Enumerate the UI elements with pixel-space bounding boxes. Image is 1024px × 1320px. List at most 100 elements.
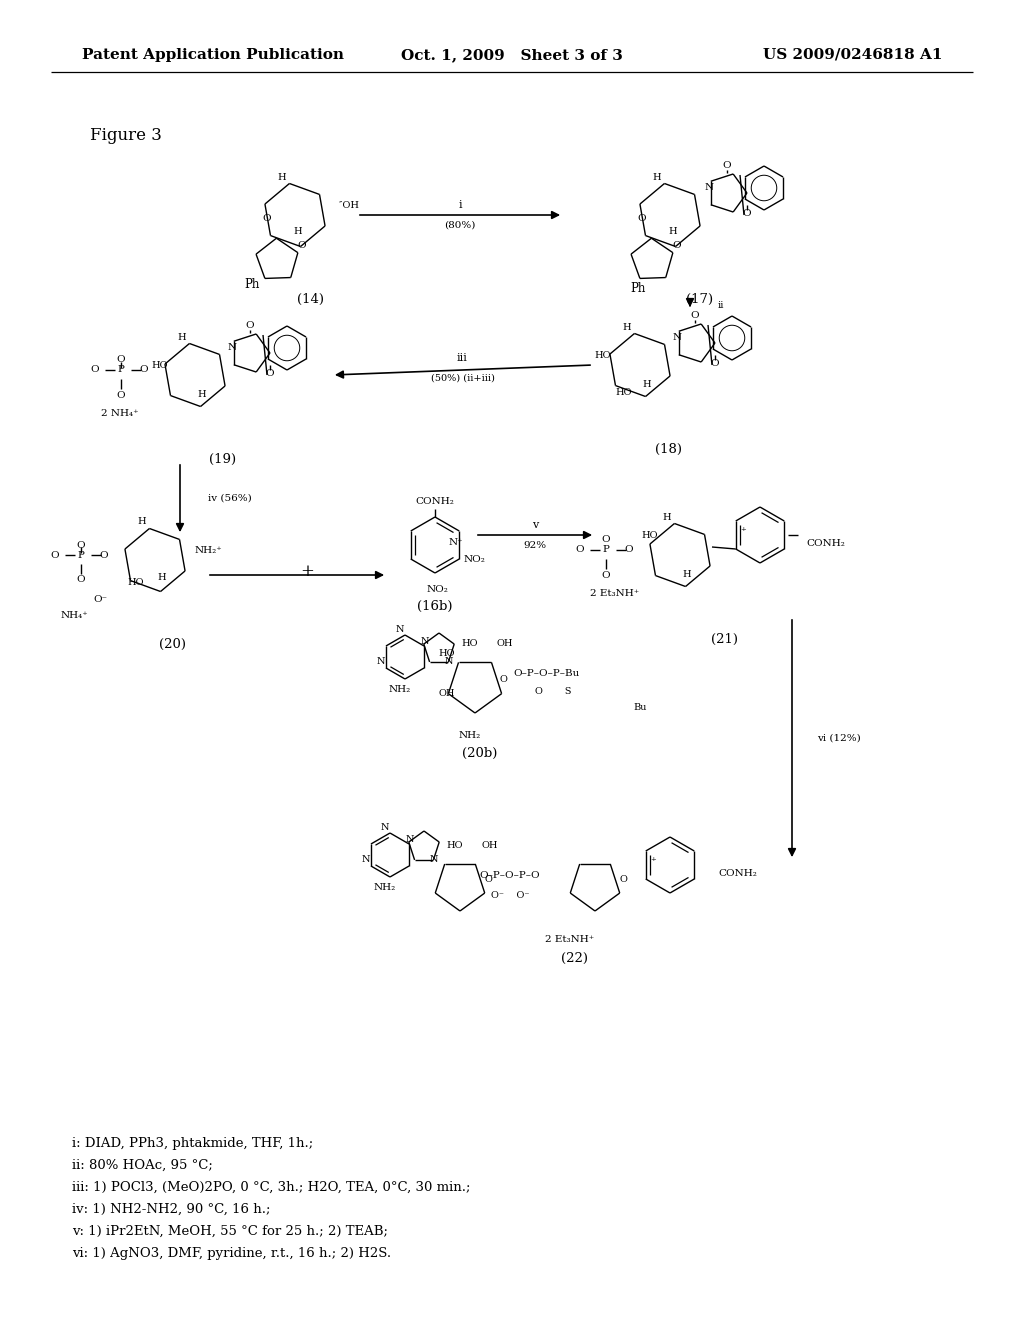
Text: O: O — [690, 312, 699, 321]
Text: N: N — [381, 822, 389, 832]
Text: v: v — [531, 520, 539, 531]
Text: H: H — [653, 173, 662, 181]
Text: O: O — [484, 875, 492, 884]
Text: O: O — [723, 161, 731, 170]
Text: N: N — [377, 656, 385, 665]
Text: (50%) (ii+iii): (50%) (ii+iii) — [430, 374, 495, 383]
Text: (16b): (16b) — [417, 599, 453, 612]
Text: O: O — [262, 214, 270, 223]
Text: (18): (18) — [654, 442, 682, 455]
Text: N: N — [444, 657, 454, 667]
Text: ⁺: ⁺ — [740, 527, 746, 537]
Text: i: i — [458, 201, 462, 210]
Text: (17): (17) — [686, 293, 714, 305]
Text: (14): (14) — [297, 293, 324, 305]
Text: HO: HO — [128, 578, 144, 587]
Text: O–P–O–P–O: O–P–O–P–O — [479, 870, 541, 879]
Text: 92%: 92% — [523, 540, 547, 549]
Text: (20): (20) — [160, 638, 186, 651]
Text: (20b): (20b) — [462, 747, 498, 759]
Text: N: N — [705, 183, 714, 193]
Text: P: P — [602, 545, 609, 554]
Text: O: O — [117, 391, 125, 400]
Text: H: H — [178, 333, 186, 342]
Text: O: O — [50, 550, 59, 560]
Text: NH₄⁺: NH₄⁺ — [61, 610, 89, 619]
Text: HO: HO — [595, 351, 611, 360]
Text: ′′OH: ′′OH — [339, 201, 360, 210]
Text: N: N — [395, 624, 404, 634]
Text: O: O — [77, 576, 85, 585]
Text: HO: HO — [641, 531, 657, 540]
Text: O       S: O S — [535, 686, 571, 696]
Text: Oct. 1, 2009   Sheet 3 of 3: Oct. 1, 2009 Sheet 3 of 3 — [401, 48, 623, 62]
Text: H: H — [682, 570, 691, 578]
Text: O: O — [91, 366, 99, 375]
Text: O: O — [637, 214, 645, 223]
Text: Ph: Ph — [244, 277, 259, 290]
Text: O: O — [620, 875, 627, 884]
Text: H: H — [623, 322, 632, 331]
Text: H: H — [663, 512, 672, 521]
Text: O: O — [742, 209, 752, 218]
Text: H: H — [294, 227, 302, 235]
Text: (22): (22) — [561, 952, 589, 965]
Text: ii: ii — [718, 301, 725, 310]
Text: Ph: Ph — [631, 282, 646, 296]
Text: O: O — [265, 368, 274, 378]
Text: ii: 80% HOAc, 95 °C;: ii: 80% HOAc, 95 °C; — [72, 1159, 213, 1172]
Text: NH₂⁺: NH₂⁺ — [195, 546, 223, 554]
Text: P: P — [118, 366, 125, 375]
Text: iv: 1) NH2-NH2, 90 °C, 16 h.;: iv: 1) NH2-NH2, 90 °C, 16 h.; — [72, 1203, 270, 1216]
Text: O: O — [246, 322, 254, 330]
Text: 2 NH₄⁺: 2 NH₄⁺ — [101, 408, 138, 417]
Text: N⁺: N⁺ — [449, 537, 464, 546]
Text: N: N — [421, 638, 429, 647]
Text: NH₂: NH₂ — [389, 685, 411, 693]
Text: vi (12%): vi (12%) — [817, 734, 861, 743]
Text: O: O — [99, 550, 108, 560]
Text: CONH₂: CONH₂ — [416, 496, 455, 506]
Text: iii: 1) POCl3, (MeO)2PO, 0 °C, 3h.; H2O, TEA, 0°C, 30 min.;: iii: 1) POCl3, (MeO)2PO, 0 °C, 3h.; H2O,… — [72, 1180, 470, 1193]
Text: H: H — [157, 573, 166, 582]
Text: O⁻: O⁻ — [94, 595, 108, 605]
Text: O: O — [139, 366, 148, 375]
Text: i: DIAD, PPh3, phtakmide, THF, 1h.;: i: DIAD, PPh3, phtakmide, THF, 1h.; — [72, 1137, 313, 1150]
Text: vi: 1) AgNO3, DMF, pyridine, r.t., 16 h.; 2) H2S.: vi: 1) AgNO3, DMF, pyridine, r.t., 16 h.… — [72, 1246, 391, 1259]
Text: O: O — [625, 545, 633, 554]
Text: HO: HO — [438, 648, 456, 657]
Text: US 2009/0246818 A1: US 2009/0246818 A1 — [763, 48, 942, 62]
Text: N: N — [227, 343, 237, 352]
Text: O: O — [575, 545, 585, 554]
Text: N: N — [430, 855, 438, 865]
Text: v: 1) iPr2EtN, MeOH, 55 °C for 25 h.; 2) TEAB;: v: 1) iPr2EtN, MeOH, 55 °C for 25 h.; 2)… — [72, 1225, 388, 1238]
Text: H: H — [197, 389, 206, 399]
Text: NH₂: NH₂ — [459, 730, 481, 739]
Text: P: P — [78, 550, 84, 560]
Text: H: H — [642, 380, 650, 388]
Text: O–P–O–P–Bu: O–P–O–P–Bu — [513, 668, 580, 677]
Text: CONH₂: CONH₂ — [806, 539, 845, 548]
Text: Bu: Bu — [633, 702, 647, 711]
Text: HO: HO — [152, 360, 168, 370]
Text: OH: OH — [481, 841, 499, 850]
Text: O: O — [297, 242, 306, 249]
Text: iv (56%): iv (56%) — [208, 494, 252, 503]
Text: OH: OH — [438, 689, 456, 697]
Text: NO₂: NO₂ — [427, 585, 449, 594]
Text: NO₂: NO₂ — [464, 554, 485, 564]
Text: O: O — [117, 355, 125, 364]
Text: O⁻    O⁻: O⁻ O⁻ — [490, 891, 529, 899]
Text: O: O — [602, 570, 610, 579]
Text: HO: HO — [462, 639, 478, 648]
Text: NH₂: NH₂ — [374, 883, 396, 891]
Text: ⁺: ⁺ — [650, 857, 656, 867]
Text: iii: iii — [457, 352, 468, 363]
Text: N: N — [406, 836, 415, 845]
Text: H: H — [278, 173, 287, 181]
Text: N: N — [361, 854, 371, 863]
Text: HO: HO — [615, 388, 632, 397]
Text: (19): (19) — [210, 453, 237, 466]
Text: HO: HO — [446, 841, 463, 850]
Text: Patent Application Publication: Patent Application Publication — [82, 48, 344, 62]
